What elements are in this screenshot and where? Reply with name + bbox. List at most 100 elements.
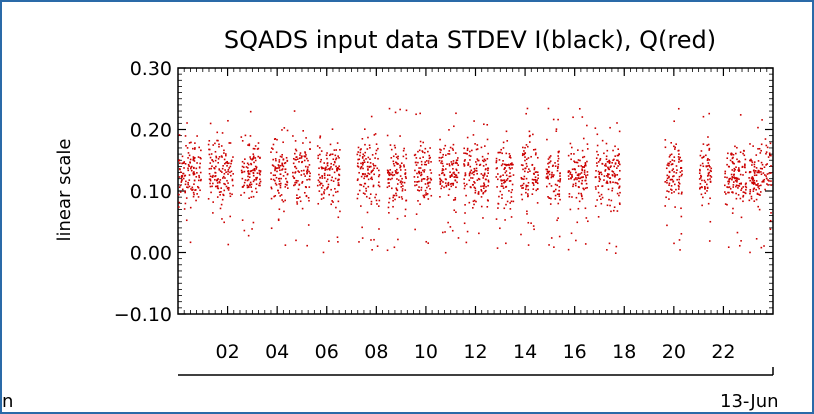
- data-point: [448, 164, 451, 167]
- data-point: [610, 165, 612, 167]
- data-point: [597, 153, 599, 156]
- data-point: [216, 196, 219, 198]
- data-point: [584, 163, 587, 166]
- data-point: [453, 125, 455, 128]
- data-point: [480, 196, 483, 198]
- data-point: [390, 173, 392, 176]
- data-point: [475, 170, 478, 172]
- data-point: [184, 174, 187, 177]
- data-point: [582, 176, 584, 178]
- data-point: [272, 143, 275, 146]
- data-point: [248, 173, 251, 175]
- data-point: [297, 180, 299, 182]
- data-point: [378, 185, 381, 188]
- data-point: [323, 192, 325, 195]
- data-point: [670, 142, 673, 144]
- data-point: [183, 167, 185, 169]
- data-point: [302, 130, 304, 132]
- data-point: [329, 167, 331, 170]
- data-point: [368, 197, 371, 200]
- data-point: [395, 187, 398, 190]
- x-tick-label: 22: [711, 341, 735, 363]
- data-point: [547, 107, 550, 110]
- data-point: [608, 242, 611, 245]
- data-point: [277, 219, 280, 222]
- data-point: [326, 152, 328, 154]
- data-point: [477, 159, 479, 162]
- data-point: [316, 184, 319, 187]
- data-point: [758, 187, 760, 190]
- data-point: [413, 154, 416, 157]
- data-point: [673, 175, 675, 177]
- data-point: [324, 167, 326, 170]
- data-point: [322, 197, 325, 199]
- data-point: [742, 200, 744, 203]
- data-point: [600, 193, 603, 196]
- data-point: [618, 187, 620, 189]
- data-point: [532, 225, 535, 227]
- data-point: [505, 185, 508, 188]
- data-point: [569, 142, 572, 145]
- data-point: [699, 186, 702, 189]
- data-point: [600, 173, 603, 176]
- data-point: [548, 170, 551, 173]
- data-point: [208, 139, 211, 142]
- data-point: [336, 190, 339, 193]
- data-point: [614, 252, 617, 254]
- data-point: [705, 165, 708, 168]
- data-point: [464, 174, 467, 176]
- data-point: [425, 163, 427, 166]
- data-point: [536, 179, 538, 181]
- data-point: [672, 180, 675, 183]
- data-point: [247, 173, 250, 175]
- data-point: [295, 179, 298, 182]
- data-point: [455, 161, 458, 164]
- data-point: [259, 180, 262, 183]
- data-point: [521, 184, 524, 187]
- data-point: [548, 156, 551, 159]
- data-point: [478, 232, 480, 235]
- data-point: [724, 176, 726, 178]
- data-point: [304, 155, 306, 158]
- data-point: [197, 196, 200, 198]
- data-point: [572, 185, 574, 188]
- data-point: [367, 169, 369, 171]
- data-point: [611, 189, 613, 192]
- data-point: [227, 243, 230, 246]
- data-point: [216, 187, 219, 189]
- data-point: [508, 156, 511, 158]
- data-point: [364, 143, 366, 146]
- data-point: [463, 187, 466, 190]
- data-point: [732, 153, 735, 156]
- data-point: [578, 180, 580, 183]
- data-point: [573, 160, 575, 163]
- data-point: [397, 163, 399, 165]
- data-point: [420, 189, 423, 191]
- data-point: [736, 180, 738, 183]
- data-point: [508, 175, 511, 178]
- data-point: [372, 185, 375, 188]
- data-point: [231, 179, 234, 182]
- data-point: [331, 153, 334, 156]
- data-point: [322, 251, 325, 254]
- data-point: [505, 179, 508, 182]
- data-point: [214, 171, 216, 174]
- data-point: [479, 163, 482, 166]
- data-point: [702, 156, 705, 159]
- data-point: [609, 180, 612, 183]
- data-point: [606, 160, 609, 163]
- data-point: [337, 178, 340, 181]
- data-point: [232, 156, 234, 158]
- data-point: [733, 176, 735, 178]
- data-point: [211, 176, 214, 178]
- data-point: [296, 203, 299, 205]
- data-point: [749, 190, 752, 193]
- data-point: [483, 123, 485, 126]
- data-point: [280, 194, 283, 196]
- data-point: [305, 186, 307, 189]
- data-point: [278, 159, 281, 161]
- data-point: [366, 161, 369, 164]
- data-point: [194, 157, 196, 159]
- data-point: [214, 159, 217, 162]
- data-point: [195, 167, 198, 170]
